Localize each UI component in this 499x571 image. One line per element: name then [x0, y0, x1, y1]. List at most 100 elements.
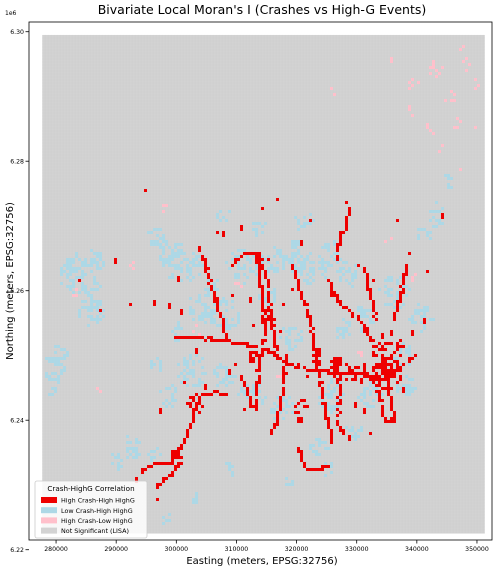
high-high-cell [129, 303, 132, 306]
low-high-cell [309, 222, 312, 225]
low-high-cell [231, 324, 234, 327]
high-low-cell [453, 99, 456, 102]
high-high-cell [363, 324, 366, 327]
high-high-cell [384, 417, 387, 420]
high-high-cell [336, 255, 339, 258]
low-high-cell [168, 519, 171, 522]
high-high-cell [393, 369, 396, 372]
low-high-cell [153, 363, 156, 366]
high-high-cell [135, 477, 138, 480]
high-high-cell [258, 267, 261, 270]
low-high-cell [150, 366, 153, 369]
high-low-cell [429, 66, 432, 69]
low-high-cell [63, 264, 66, 267]
high-high-cell [390, 357, 393, 360]
high-high-cell [201, 255, 204, 258]
high-high-cell [315, 363, 318, 366]
high-high-cell [156, 462, 159, 465]
high-high-cell [255, 405, 258, 408]
low-high-cell [213, 312, 216, 315]
low-high-cell [171, 396, 174, 399]
low-high-cell [285, 399, 288, 402]
high-low-cell [390, 60, 393, 63]
high-high-cell [339, 375, 342, 378]
low-high-cell [261, 261, 264, 264]
high-high-cell [153, 462, 156, 465]
high-high-cell [249, 405, 252, 408]
high-low-cell [411, 84, 414, 87]
low-high-cell [435, 219, 438, 222]
high-high-cell [396, 303, 399, 306]
high-high-cell [258, 279, 261, 282]
low-high-cell [306, 273, 309, 276]
high-high-cell [324, 465, 327, 468]
high-high-cell [306, 312, 309, 315]
low-high-cell [261, 225, 264, 228]
high-high-cell [294, 366, 297, 369]
low-high-cell [387, 294, 390, 297]
low-high-cell [342, 261, 345, 264]
low-high-cell [93, 282, 96, 285]
high-high-cell [339, 363, 342, 366]
low-high-cell [177, 363, 180, 366]
high-high-cell [165, 462, 168, 465]
high-high-cell [396, 309, 399, 312]
low-high-cell [72, 279, 75, 282]
low-high-cell [162, 240, 165, 243]
low-high-cell [330, 411, 333, 414]
low-high-cell [219, 324, 222, 327]
high-high-cell [300, 399, 303, 402]
low-high-cell [291, 246, 294, 249]
low-high-cell [189, 312, 192, 315]
low-high-cell [201, 366, 204, 369]
high-high-cell [354, 375, 357, 378]
low-high-cell [180, 270, 183, 273]
high-low-cell [162, 210, 165, 213]
high-high-cell [99, 309, 102, 312]
low-high-cell [348, 324, 351, 327]
low-high-cell [216, 279, 219, 282]
high-low-cell [192, 330, 195, 333]
low-high-cell [99, 285, 102, 288]
low-high-cell [93, 252, 96, 255]
low-high-cell [51, 387, 54, 390]
low-high-cell [204, 288, 207, 291]
high-high-cell [279, 402, 282, 405]
low-high-cell [312, 267, 315, 270]
high-high-cell [372, 279, 375, 282]
low-high-cell [360, 399, 363, 402]
low-high-cell [342, 393, 345, 396]
low-high-cell [348, 270, 351, 273]
high-high-cell [336, 249, 339, 252]
high-high-cell [180, 456, 183, 459]
high-high-cell [216, 303, 219, 306]
low-high-cell [183, 378, 186, 381]
low-high-cell [294, 252, 297, 255]
low-high-cell [186, 267, 189, 270]
low-high-cell [345, 327, 348, 330]
low-high-cell [99, 252, 102, 255]
high-high-cell [399, 378, 402, 381]
low-high-cell [324, 447, 327, 450]
low-high-cell [339, 276, 342, 279]
high-high-cell [381, 399, 384, 402]
high-high-cell [396, 360, 399, 363]
low-high-cell [171, 264, 174, 267]
low-high-cell [198, 273, 201, 276]
high-low-cell [165, 204, 168, 207]
low-high-cell [231, 471, 234, 474]
high-high-cell [195, 393, 198, 396]
low-high-cell [342, 336, 345, 339]
low-high-cell [147, 453, 150, 456]
high-high-cell [327, 420, 330, 423]
high-high-cell [339, 234, 342, 237]
low-high-cell [225, 303, 228, 306]
low-high-cell [60, 369, 63, 372]
low-high-cell [117, 465, 120, 468]
low-high-cell [198, 384, 201, 387]
high-low-cell [474, 126, 477, 129]
low-high-cell [93, 288, 96, 291]
low-high-cell [447, 186, 450, 189]
high-low-cell [435, 75, 438, 78]
high-high-cell [333, 372, 336, 375]
